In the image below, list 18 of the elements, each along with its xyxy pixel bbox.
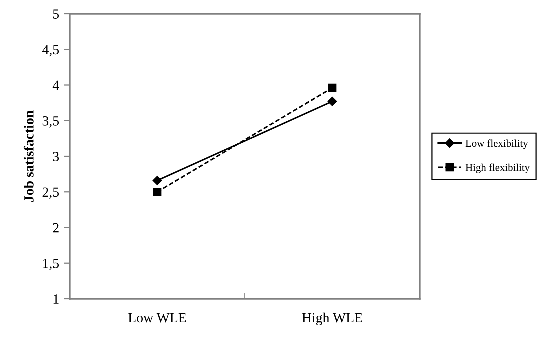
point [328, 84, 337, 92]
y-tick-label: 3 [53, 152, 60, 162]
y-axis-title: Job satisfaction [24, 110, 34, 202]
y-tick-label: 2,5 [42, 188, 60, 200]
y-tick-label: 2 [53, 223, 59, 233]
point [153, 188, 162, 196]
y-tick-label: 4 [52, 80, 60, 90]
x-tick-label: High WLE [302, 312, 362, 326]
point [328, 97, 338, 106]
y-tick-label: 1,5 [43, 259, 60, 270]
y-tick-label: 1 [54, 294, 59, 304]
legend-label: High flexibility [466, 164, 530, 174]
legend-label: Low flexibility [466, 140, 528, 150]
point [152, 176, 162, 186]
y-tick-label: 3,5 [42, 116, 60, 128]
x-tick-label: Low WLE [128, 313, 186, 323]
y-tick-label: 5 [53, 10, 60, 19]
y-tick-label: 4,5 [42, 45, 60, 57]
